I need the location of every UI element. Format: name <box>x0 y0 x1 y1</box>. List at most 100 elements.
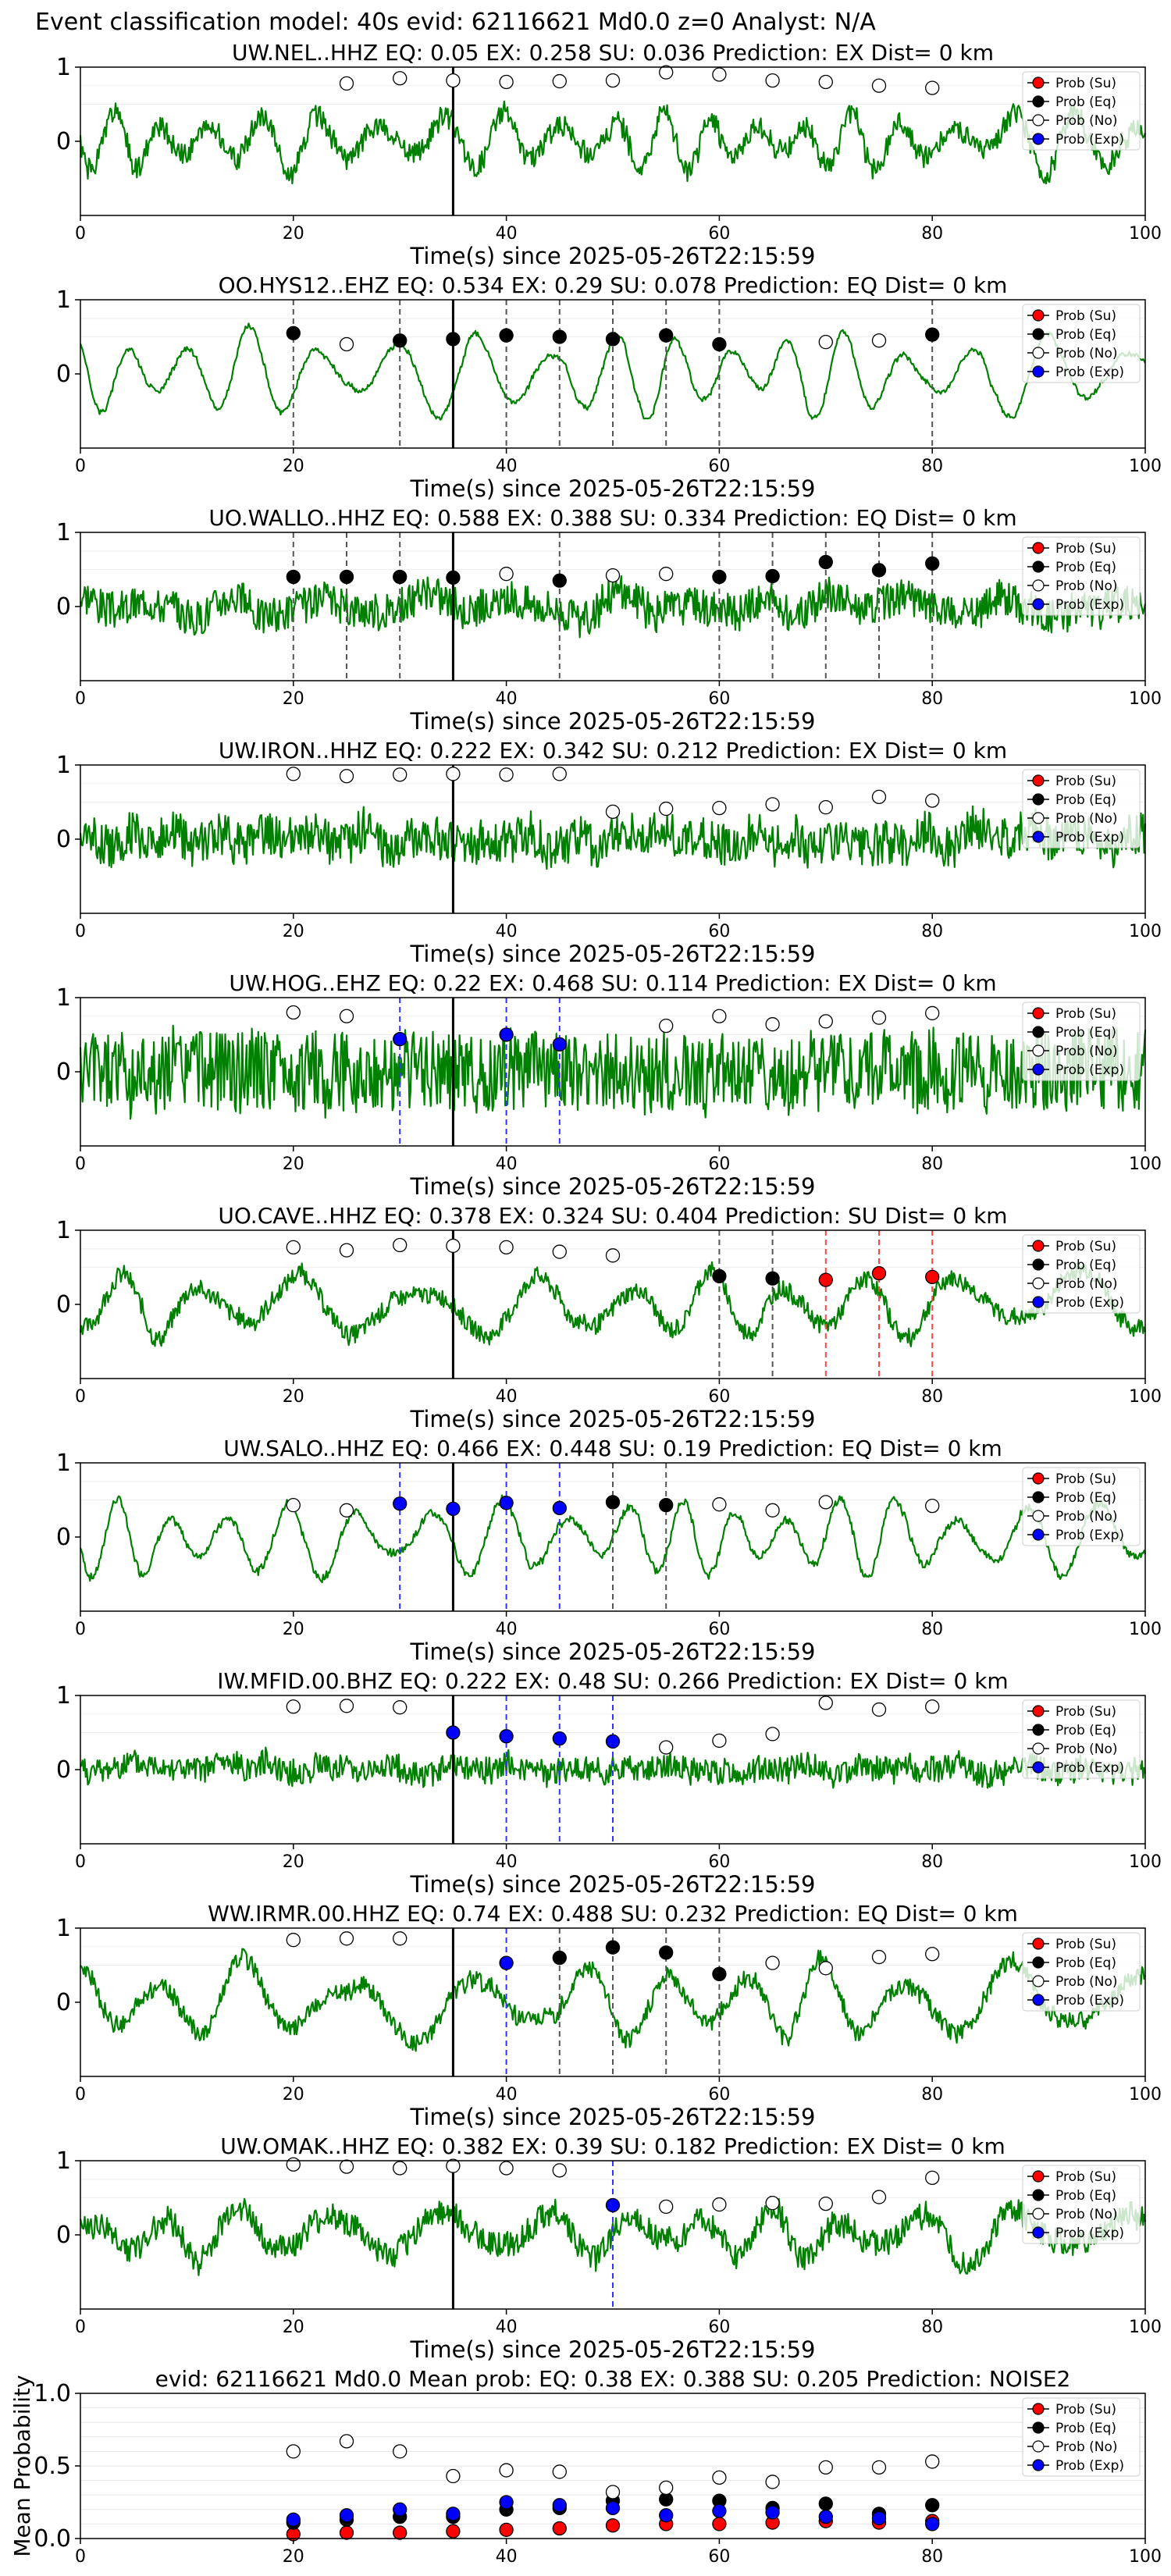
legend-label-exp: Prob (Exp) <box>1055 365 1124 380</box>
x-tick-label: 100 <box>1129 1852 1162 1872</box>
x-tick-label: 0 <box>75 922 86 941</box>
legend-marker-exp <box>1032 133 1045 145</box>
waveform-trace <box>79 805 1147 870</box>
x-tick-label: 100 <box>1129 922 1162 941</box>
waveform-trace <box>79 2195 1147 2276</box>
prob-marker-no <box>339 76 354 91</box>
legend-label-exp: Prob (Exp) <box>1055 132 1124 148</box>
y-tick-label: 0 <box>56 128 71 155</box>
legend-marker-exp <box>1032 598 1045 610</box>
legend-marker-su <box>1032 309 1045 322</box>
prob-marker-no <box>659 2199 674 2215</box>
panel-title: UO.WALLO..HHZ EQ: 0.588 EX: 0.388 SU: 0.… <box>208 505 1016 531</box>
legend-marker-su <box>1032 1705 1045 1717</box>
prob-marker-no <box>659 1018 674 1034</box>
panel-5: UW.HOG..EHZ EQ: 0.22 EX: 0.468 SU: 0.114… <box>56 970 1162 1200</box>
x-tick-label: 20 <box>283 2547 304 2567</box>
prob-marker-no <box>712 2470 727 2485</box>
legend-box <box>1022 1932 1141 2012</box>
legend-marker-eq <box>1032 1491 1045 1503</box>
prob-marker-eq <box>393 569 408 585</box>
prob-marker-no <box>286 2444 301 2459</box>
prob-marker-no <box>286 1699 301 1714</box>
prob-marker-no <box>925 1005 940 1021</box>
prob-marker-no <box>871 1702 887 1717</box>
x-tick-label: 100 <box>1129 457 1162 476</box>
legend-label-eq: Prob (Eq) <box>1055 1490 1116 1506</box>
prob-marker-no <box>446 767 461 781</box>
prob-marker-exp <box>605 2197 621 2213</box>
legend-label-su: Prob (Su) <box>1055 1937 1116 1952</box>
prob-marker-no <box>286 2157 301 2172</box>
prob-marker-exp <box>552 1500 567 1516</box>
prob-marker-no <box>446 2468 461 2484</box>
legend-marker-eq <box>1032 328 1045 340</box>
prob-marker-eq <box>286 326 301 340</box>
prob-marker-exp <box>659 2508 674 2523</box>
legend-box <box>1022 536 1141 616</box>
legend-marker-exp <box>1032 1994 1045 2006</box>
x-tick-label: 80 <box>921 2547 943 2567</box>
prob-marker-no <box>499 567 514 582</box>
prob-marker-no <box>818 74 833 90</box>
legend-label-no: Prob (No) <box>1055 346 1118 361</box>
prob-marker-no <box>446 1238 461 1254</box>
x-tick-label: 0 <box>75 2547 86 2567</box>
prob-marker-no <box>871 2190 887 2204</box>
prob-marker-no <box>659 801 674 817</box>
prob-marker-eq <box>552 329 567 344</box>
prob-marker-exp <box>393 2502 408 2517</box>
prob-marker-eq <box>552 573 567 588</box>
prob-marker-exp <box>393 1496 408 1511</box>
prob-marker-no <box>659 2480 674 2496</box>
prob-marker-exp <box>499 2495 514 2510</box>
prob-marker-no <box>871 78 887 93</box>
prob-marker-no <box>818 1014 833 1029</box>
panel-title: OO.HYS12..EHZ EQ: 0.534 EX: 0.29 SU: 0.0… <box>219 272 1008 298</box>
x-tick-label: 20 <box>283 689 304 709</box>
prob-marker-no <box>765 1017 780 1032</box>
prob-marker-eq <box>552 1950 567 1966</box>
prob-marker-eq <box>339 569 354 585</box>
y-tick-label: 0 <box>56 2222 71 2249</box>
y-tick-label: 0 <box>56 361 71 388</box>
prob-marker-no <box>925 2170 940 2186</box>
prob-marker-no <box>339 1243 354 1258</box>
prob-marker-no <box>925 1498 940 1514</box>
prob-marker-eq <box>818 554 833 570</box>
legend-marker-exp <box>1032 2459 1045 2471</box>
legend-label-exp: Prob (Exp) <box>1055 1295 1124 1311</box>
prob-marker-no <box>765 1727 780 1742</box>
panel-title: UO.CAVE..HHZ EQ: 0.378 EX: 0.324 SU: 0.4… <box>218 1203 1007 1229</box>
prob-marker-no <box>605 804 621 819</box>
prob-marker-no <box>818 334 833 350</box>
y-tick-label: 0 <box>56 826 71 853</box>
prob-marker-no <box>339 769 354 784</box>
legend-marker-eq <box>1032 1258 1045 1271</box>
legend-label-no: Prob (No) <box>1055 578 1118 594</box>
x-tick-label: 0 <box>75 2085 86 2105</box>
prob-marker-eq <box>765 568 780 584</box>
prob-marker-su <box>393 2525 408 2540</box>
legend-marker-no <box>1032 812 1045 824</box>
prob-marker-no <box>871 333 887 348</box>
prob-marker-no <box>552 1244 567 1259</box>
legend-marker-su <box>1032 1240 1045 1252</box>
x-tick-label: 60 <box>708 2547 730 2567</box>
x-tick-label: 80 <box>921 1620 943 1639</box>
prob-marker-no <box>818 1495 833 1510</box>
legend-label-no: Prob (No) <box>1055 1044 1118 1059</box>
x-tick-label: 40 <box>496 2318 518 2337</box>
prob-marker-eq <box>818 2496 833 2511</box>
prob-marker-no <box>765 1503 780 1517</box>
panel-title: UW.SALO..HHZ EQ: 0.466 EX: 0.448 SU: 0.1… <box>223 1436 1002 1461</box>
prob-marker-exp <box>446 1501 461 1517</box>
legend-label-exp: Prob (Exp) <box>1055 830 1124 845</box>
x-tick-label: 0 <box>75 1852 86 1872</box>
prob-marker-no <box>818 1961 833 1976</box>
legend-label-no: Prob (No) <box>1055 2439 1118 2455</box>
legend-label-su: Prob (Su) <box>1055 1006 1116 1022</box>
legend-label-eq: Prob (Eq) <box>1055 94 1116 110</box>
prob-marker-no <box>393 2161 408 2176</box>
x-tick-label: 60 <box>708 224 730 244</box>
